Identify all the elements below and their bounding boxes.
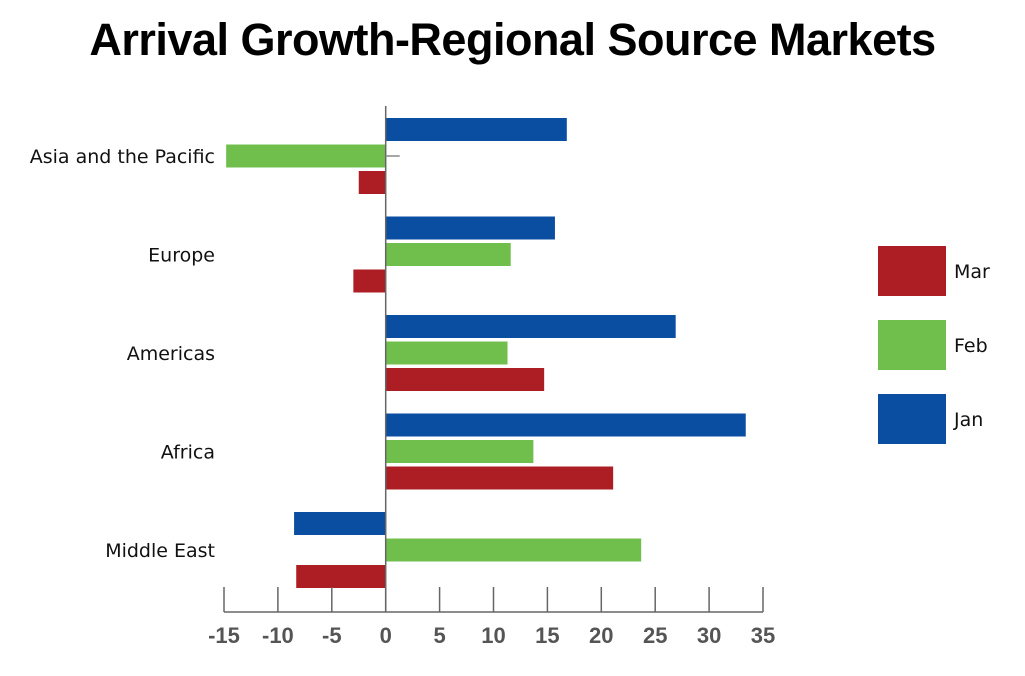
- bar-feb-africa: [385, 440, 534, 463]
- legend: Mar Feb Jan: [878, 246, 990, 444]
- category-label: Africa: [161, 442, 215, 464]
- bar-mar-middle-east: [296, 565, 386, 588]
- category-label: Americas: [127, 343, 215, 365]
- x-tick-label: 25: [643, 623, 667, 648]
- legend-swatch-mar: [878, 246, 946, 296]
- legend-swatch-feb: [878, 320, 946, 370]
- bar-jan-europe: [385, 216, 555, 240]
- chart-title: Arrival Growth-Regional Source Markets: [89, 14, 936, 65]
- x-tick-label: -5: [322, 623, 342, 648]
- x-tick-label: -15: [208, 623, 240, 648]
- category-labels: Asia and the Pacific Europe Americas Africa…: [30, 146, 215, 562]
- bar-feb-middle-east: [385, 538, 642, 562]
- x-tick-label: -10: [262, 623, 294, 648]
- x-tick-label: 5: [433, 623, 445, 648]
- bars-group: [226, 118, 746, 588]
- x-tick-label: 10: [481, 623, 505, 648]
- bar-feb-asia-and-the-pacific: [226, 144, 386, 168]
- axes-group: [223, 106, 764, 613]
- bar-mar-africa: [385, 466, 614, 490]
- x-tick-label: 35: [751, 623, 775, 648]
- x-tick-label: 15: [535, 623, 559, 648]
- bar-mar-asia-and-the-pacific: [358, 171, 386, 194]
- bar-feb-europe: [385, 243, 511, 266]
- tick-labels: -15 -10 -5 0 5 10 15 20 25 30 35: [208, 623, 775, 648]
- bar-jan-middle-east: [294, 512, 386, 535]
- x-tick-label: 30: [697, 623, 721, 648]
- category-label: Middle East: [105, 540, 215, 562]
- category-label: Europe: [148, 245, 215, 267]
- legend-swatch-jan: [878, 394, 946, 444]
- bar-mar-americas: [385, 368, 545, 391]
- x-tick-label: 0: [380, 623, 392, 648]
- category-label: Asia and the Pacific: [30, 146, 215, 168]
- bar-jan-americas: [385, 315, 676, 338]
- legend-label-feb: Feb: [954, 335, 988, 357]
- bar-feb-americas: [385, 341, 508, 365]
- x-tick-label: 20: [589, 623, 613, 648]
- bar-jan-asia-and-the-pacific: [385, 118, 567, 141]
- bar-mar-europe: [353, 269, 386, 293]
- legend-label-jan: Jan: [953, 409, 983, 431]
- bar-jan-africa: [385, 413, 746, 437]
- legend-label-mar: Mar: [954, 261, 990, 283]
